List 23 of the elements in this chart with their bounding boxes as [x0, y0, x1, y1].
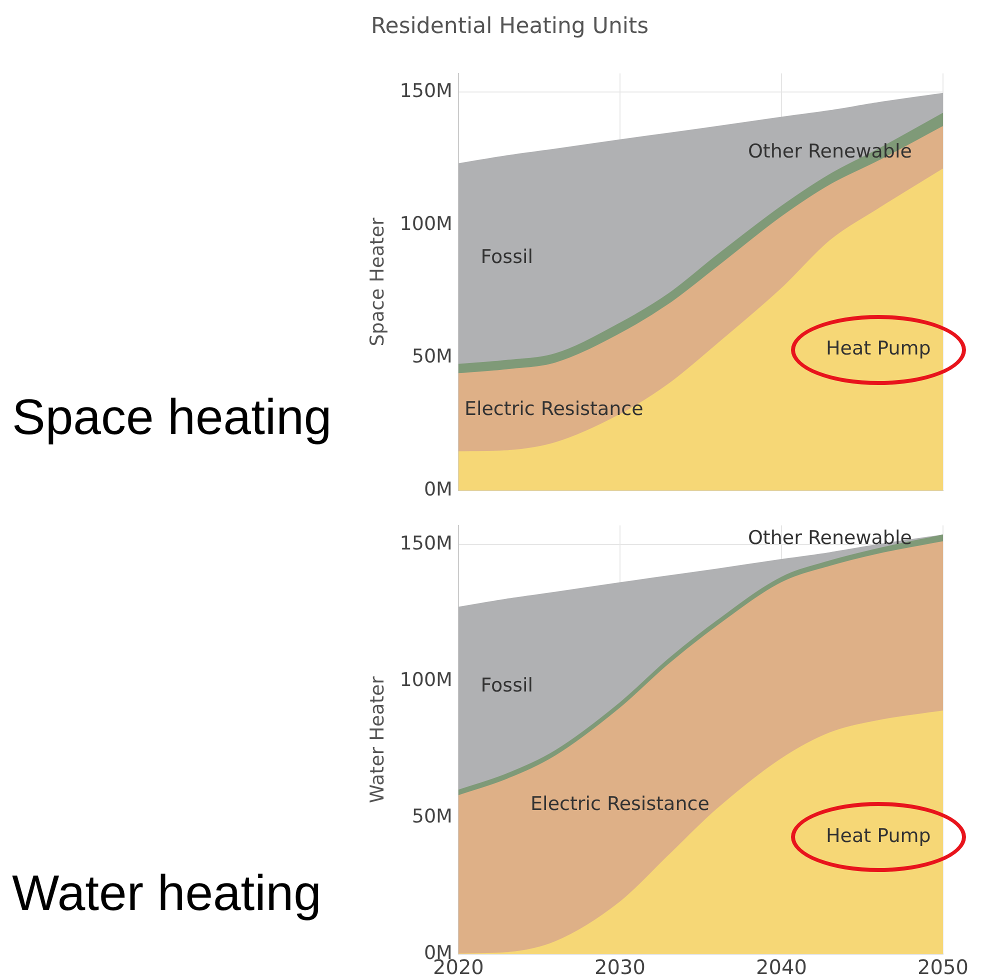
series-label: Other Renewable: [748, 140, 912, 162]
x-tick-label: 2040: [756, 955, 807, 979]
y-axis-title: Space Heater: [366, 218, 388, 346]
x-tick-label: 2050: [918, 955, 968, 979]
y-tick-label: 50M: [412, 805, 452, 828]
y-axis-title: Water Heater: [366, 676, 388, 804]
series-label: Fossil: [480, 674, 534, 696]
y-tick-label: 0M: [424, 478, 452, 501]
y-tick-label: 100M: [400, 212, 452, 235]
y-tick-label: 150M: [400, 80, 452, 102]
series-label: Heat Pump: [826, 338, 931, 360]
x-tick-label: 2030: [594, 955, 646, 979]
y-tick-label: 100M: [400, 668, 452, 691]
text: Water heating: [12, 864, 322, 922]
series-label: Fossil: [480, 246, 534, 268]
y-tick-label: 150M: [400, 532, 452, 554]
series-label: Heat Pump: [826, 825, 931, 848]
text: Space heating: [12, 388, 332, 446]
series-label: Electric Resistance: [530, 793, 710, 816]
chart-title: Residential Heating Units: [371, 14, 649, 39]
y-tick-label: 50M: [412, 346, 452, 368]
series-label: Other Renewable: [748, 526, 912, 549]
series-label: Electric Resistance: [464, 398, 644, 420]
